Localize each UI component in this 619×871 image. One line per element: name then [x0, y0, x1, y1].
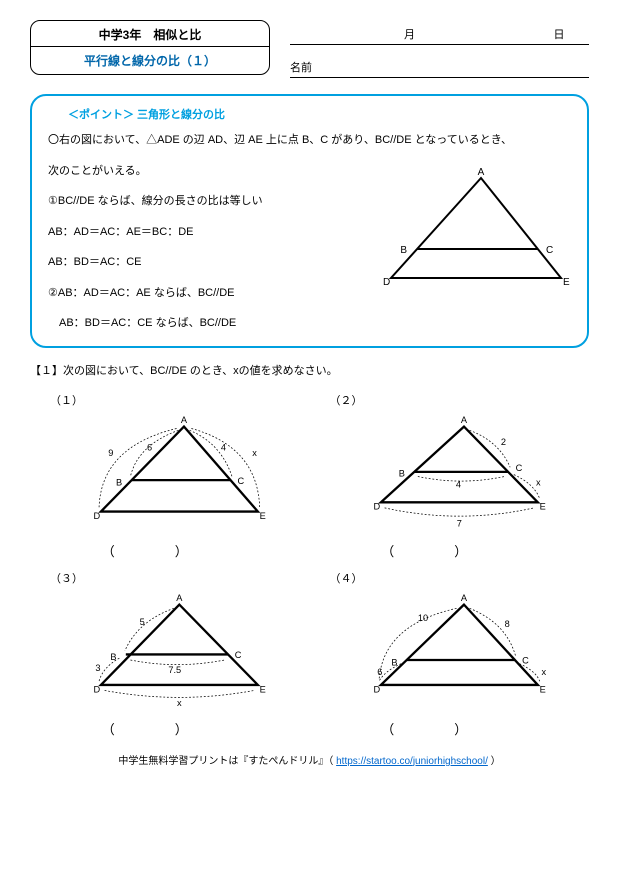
problem-3-figure: A B C D E 5 3 7.5 x	[50, 588, 300, 708]
answer-parens: （）	[50, 711, 300, 744]
svg-text:5: 5	[140, 616, 145, 626]
answer-parens: （）	[330, 711, 580, 744]
svg-text:x: x	[541, 666, 546, 676]
svg-text:C: C	[522, 655, 529, 665]
svg-text:E: E	[539, 501, 545, 511]
problems-grid: （１） A B C D E 9 6 4 x （） （２） A B	[30, 388, 589, 744]
problem-2: （２） A B C D E 2 x 4 7 （）	[310, 388, 590, 566]
svg-text:A: A	[460, 414, 467, 424]
point-line3: AB：BD＝AC：CE ならば、BC//DE	[48, 315, 361, 332]
svg-text:9: 9	[108, 448, 113, 458]
problem-num: （２）	[330, 392, 580, 408]
point-title: ＜ポイント＞ 三角形と線分の比	[48, 106, 571, 122]
svg-text:7: 7	[456, 518, 461, 528]
worksheet-header: 中学3年 相似と比 平行線と線分の比（１） 月 日 名前	[30, 20, 589, 78]
answer-parens: （）	[330, 533, 580, 566]
problem-1-figure: A B C D E 9 6 4 x	[50, 410, 300, 530]
svg-text:6: 6	[147, 442, 152, 452]
svg-text:A: A	[460, 592, 467, 602]
problem-4: （４） A B C D E 10 8 6 x （）	[310, 566, 590, 744]
footer-text-before: 中学生無料学習プリントは『すたぺんドリル』（	[118, 756, 336, 767]
fig-label-d: D	[383, 277, 390, 288]
problem-num: （４）	[330, 570, 580, 586]
point-line2: ②AB：AD＝AC：AE ならば、BC//DE	[48, 285, 361, 302]
svg-text:C: C	[515, 462, 522, 472]
footer-link[interactable]: https://startoo.co/juniorhighschool/	[336, 756, 488, 767]
svg-text:D: D	[94, 684, 101, 694]
point-ratio2: AB：BD＝AC：CE	[48, 254, 361, 271]
svg-text:2: 2	[500, 437, 505, 447]
point-ratio1: AB：AD＝AC：AE＝BC：DE	[48, 224, 361, 241]
point-intro: 〇右の図において、△ADE の辺 AD、辺 AE 上に点 B、C があり、BC/…	[48, 132, 571, 149]
problem-2-figure: A B C D E 2 x 4 7	[330, 410, 580, 530]
date-line: 月 日	[290, 20, 589, 45]
svg-text:D: D	[373, 501, 380, 511]
date-name-block: 月 日 名前	[290, 20, 589, 78]
svg-text:D: D	[373, 684, 380, 694]
svg-text:A: A	[176, 592, 183, 602]
fig-label-a: A	[478, 167, 485, 178]
svg-text:x: x	[535, 477, 540, 487]
svg-text:10: 10	[417, 613, 427, 623]
fig-label-e: E	[563, 277, 570, 288]
svg-text:3: 3	[95, 663, 100, 673]
problem-num: （１）	[50, 392, 300, 408]
fig-label-c: C	[546, 245, 553, 256]
problem-num: （３）	[50, 570, 300, 586]
svg-text:B: B	[116, 477, 122, 487]
svg-text:E: E	[260, 684, 266, 694]
footer-text-after: ）	[491, 756, 501, 767]
problem-1: （１） A B C D E 9 6 4 x （）	[30, 388, 310, 566]
name-label: 名前	[290, 59, 330, 75]
svg-text:7.5: 7.5	[168, 664, 181, 674]
svg-text:A: A	[181, 414, 188, 424]
topic-title: 平行線と線分の比（１）	[31, 47, 269, 74]
point-box: ＜ポイント＞ 三角形と線分の比 〇右の図において、△ADE の辺 AD、辺 AE…	[30, 94, 589, 348]
svg-text:8: 8	[504, 618, 509, 628]
month-unit: 月	[380, 26, 440, 42]
svg-text:x: x	[252, 448, 257, 458]
svg-text:C: C	[238, 475, 245, 485]
svg-text:D: D	[94, 510, 101, 520]
problem-4-figure: A B C D E 10 8 6 x	[330, 588, 580, 708]
answer-parens: （）	[50, 533, 300, 566]
svg-text:E: E	[539, 684, 545, 694]
svg-text:C: C	[235, 650, 242, 660]
svg-text:B: B	[398, 468, 404, 478]
svg-text:4: 4	[221, 442, 226, 452]
point-intro2: 次のことがいえる。	[48, 163, 361, 180]
svg-text:E: E	[260, 510, 266, 520]
name-line: 名前	[290, 45, 589, 78]
svg-text:6: 6	[377, 666, 382, 676]
point-figure: A B C D E	[371, 163, 571, 336]
point-line1: ①BC//DE ならば、線分の長さの比は等しい	[48, 193, 361, 210]
day-unit: 日	[529, 26, 589, 42]
problem-3: （３） A B C D E 5 3 7.5 x （）	[30, 566, 310, 744]
problem-instruction: 【１】次の図において、BC//DE のとき、xの値を求めなさい。	[30, 362, 589, 378]
fig-label-b: B	[400, 245, 407, 256]
title-box: 中学3年 相似と比 平行線と線分の比（１）	[30, 20, 270, 75]
point-body: 〇右の図において、△ADE の辺 AD、辺 AE 上に点 B、C があり、BC/…	[48, 132, 571, 336]
svg-text:x: x	[177, 698, 182, 708]
grade-subject: 中学3年 相似と比	[31, 21, 269, 47]
svg-text:4: 4	[455, 479, 460, 489]
footer: 中学生無料学習プリントは『すたぺんドリル』（ https://startoo.c…	[30, 752, 589, 767]
